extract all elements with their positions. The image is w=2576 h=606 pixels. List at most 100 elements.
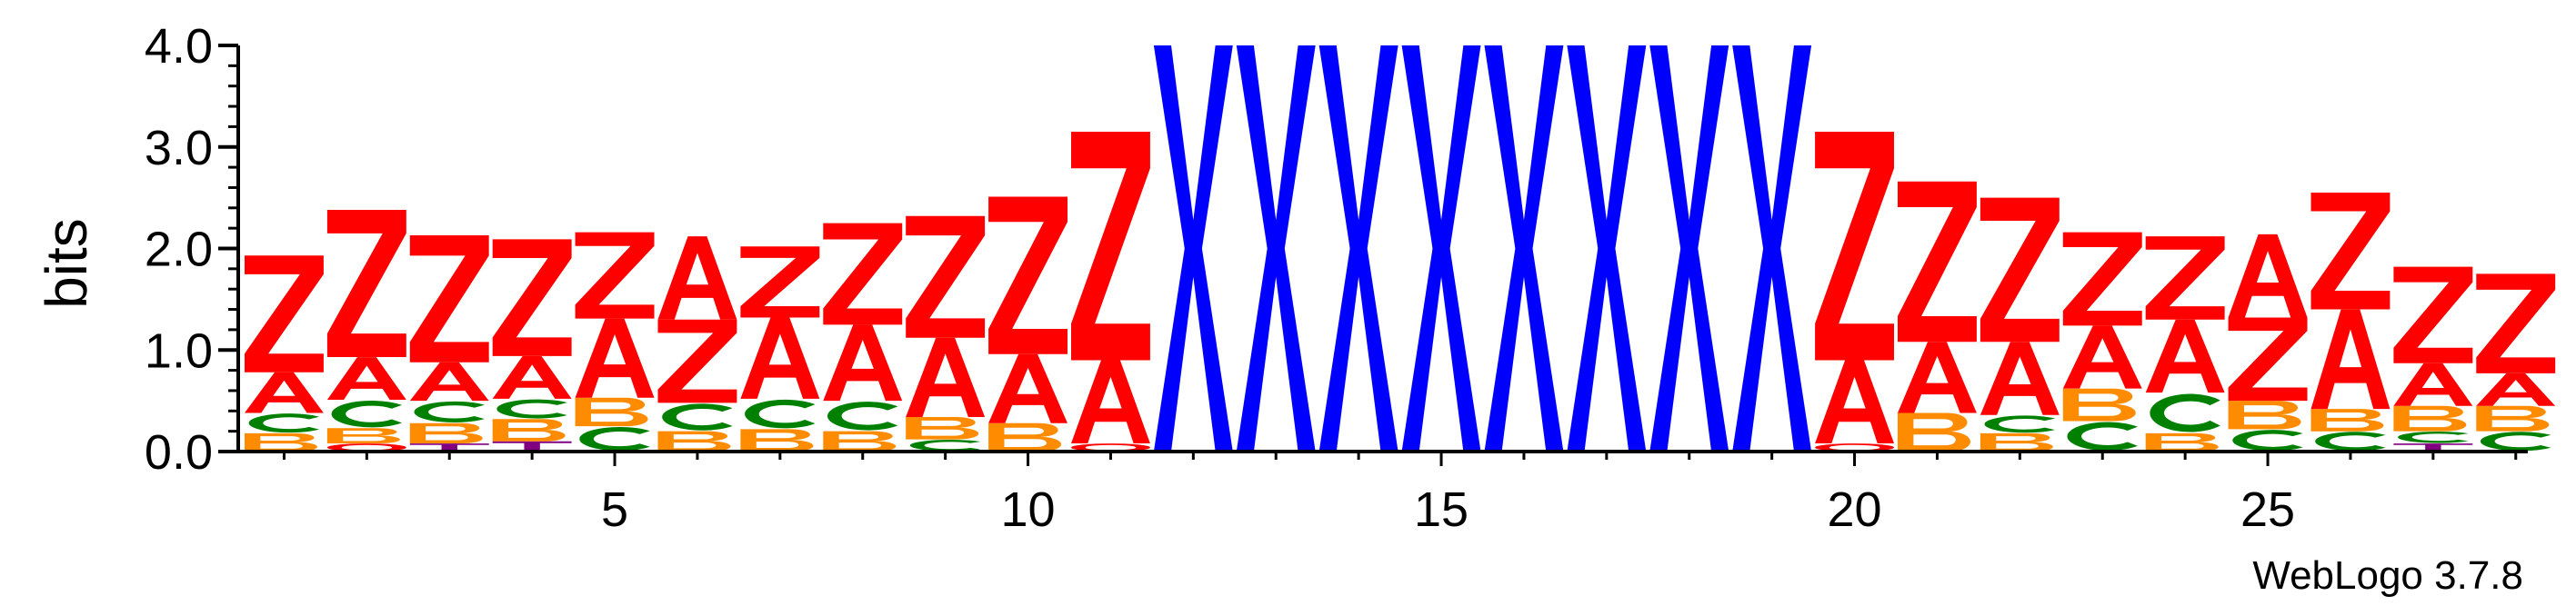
letter-c-pos-6 [662,403,733,431]
logo-letter-stacks [245,45,2556,452]
letter-x-pos-13 [1236,45,1316,452]
letter-c-pos-23 [2067,422,2138,452]
letter-z-pos-22 [1980,197,2060,343]
letter-z-pos-10 [988,196,1067,354]
letter-c-pos-2 [331,400,402,428]
letter-a-pos-8 [823,324,903,402]
letter-a-pos-11 [1071,360,1150,444]
letter-z-pos-7 [740,246,820,318]
logo-position-14 [1318,45,1398,452]
letter-c-pos-27 [2398,432,2469,443]
logo-position-28 [2476,273,2556,452]
logo-position-24 [2145,236,2225,452]
letter-x-pos-14 [1318,45,1398,452]
logo-position-2 [326,210,406,452]
letter-z-pos-9 [906,215,986,338]
logo-position-19 [1732,45,1812,452]
letter-a-pos-4 [492,356,572,399]
y-tick-label: 1.0 [145,323,213,378]
logo-position-7 [740,246,820,452]
letter-c-pos-25 [2232,430,2303,452]
logo-position-4 [492,239,572,452]
letter-b-pos-21 [1898,412,1970,452]
letter-a-pos-28 [2476,373,2556,406]
letter-a-pos-6 [657,236,737,320]
letter-x-pos-18 [1649,45,1729,452]
letter-z-pos-27 [2393,266,2473,363]
letter-x-pos-15 [1401,45,1481,452]
letter-b-pos-9 [906,417,979,440]
logo-position-9 [906,215,986,452]
logo-position-27 [2393,266,2473,452]
letter-z-pos-1 [245,255,324,373]
logo-position-10 [988,196,1067,452]
y-tick-label: 2.0 [145,223,213,277]
y-tick-label: 0.0 [145,425,213,480]
letter-b-pos-4 [492,419,566,442]
letter-b-pos-23 [2062,388,2136,422]
letter-a-pos-24 [2145,319,2225,393]
x-tick-label: 20 [1828,482,1882,537]
weblogo-footer: WebLogo 3.7.8 [2252,553,2523,598]
logo-position-20 [1815,132,1894,452]
letter-a-pos-26 [2310,309,2391,410]
logo-position-26 [2310,193,2391,452]
letter-a-pos-9 [906,337,986,417]
letter-a-pos-27 [2393,363,2473,406]
letter-z-pos-6 [657,319,737,403]
logo-position-6 [657,236,737,452]
letter-z-pos-23 [2062,232,2142,326]
letter-c-pos-4 [496,399,567,419]
letter-b-pos-1 [245,432,317,452]
letter-z-pos-11 [1071,132,1150,361]
letter-b-pos-27 [2393,405,2467,432]
logo-position-25 [2228,233,2308,452]
letter-c-pos-5 [579,426,650,452]
letter-b-pos-7 [740,429,814,452]
logo-position-3 [409,235,489,452]
letter-b-pos-2 [326,428,400,444]
letter-c-pos-7 [745,399,816,429]
logo-position-21 [1898,181,1977,452]
letter-b-pos-22 [1980,432,2053,452]
letter-a-pos-2 [326,357,406,401]
letter-z-pos-8 [823,223,903,325]
letter-a-pos-5 [575,318,655,398]
y-tick-label: 4.0 [145,19,213,74]
letter-c-pos-9 [910,440,981,452]
logo-position-13 [1236,45,1316,452]
letter-a-pos-20 [1815,360,1894,444]
y-tick-label: 3.0 [145,121,213,175]
x-tick-label: 5 [601,482,628,537]
letter-b-pos-6 [657,431,731,452]
letter-z-pos-5 [575,232,655,319]
letter-x-pos-16 [1484,45,1564,452]
x-tick-label: 25 [2240,482,2295,537]
y-axis-label: bits [34,218,99,309]
logo-position-16 [1484,45,1564,452]
letter-c-pos-22 [1984,415,2055,433]
letter-b-pos-3 [409,422,483,444]
letter-a-pos-22 [1980,342,2060,415]
logo-position-11 [1071,132,1150,452]
letter-b-pos-28 [2476,405,2550,432]
letter-x-pos-19 [1732,45,1812,452]
letter-b-pos-26 [2310,409,2384,432]
letter-b-pos-24 [2145,432,2219,452]
letter-z-pos-25 [2228,317,2308,402]
logo-position-17 [1567,45,1647,452]
letter-c-pos-3 [414,401,485,422]
letter-b-pos-8 [823,431,897,452]
letter-z-pos-3 [409,235,489,363]
letter-a-pos-23 [2062,325,2142,389]
logo-position-1 [245,255,324,452]
letter-c-pos-28 [2481,432,2551,452]
logo-position-22 [1980,197,2060,452]
letter-z-pos-26 [2310,193,2391,310]
letter-z-pos-24 [2145,236,2225,320]
y-tick-group: 0.0 1.0 2.0 3.0 4.0 [145,19,238,480]
letter-x-pos-17 [1567,45,1647,452]
x-tick-label: 10 [1001,482,1056,537]
letter-c-pos-1 [248,413,320,433]
